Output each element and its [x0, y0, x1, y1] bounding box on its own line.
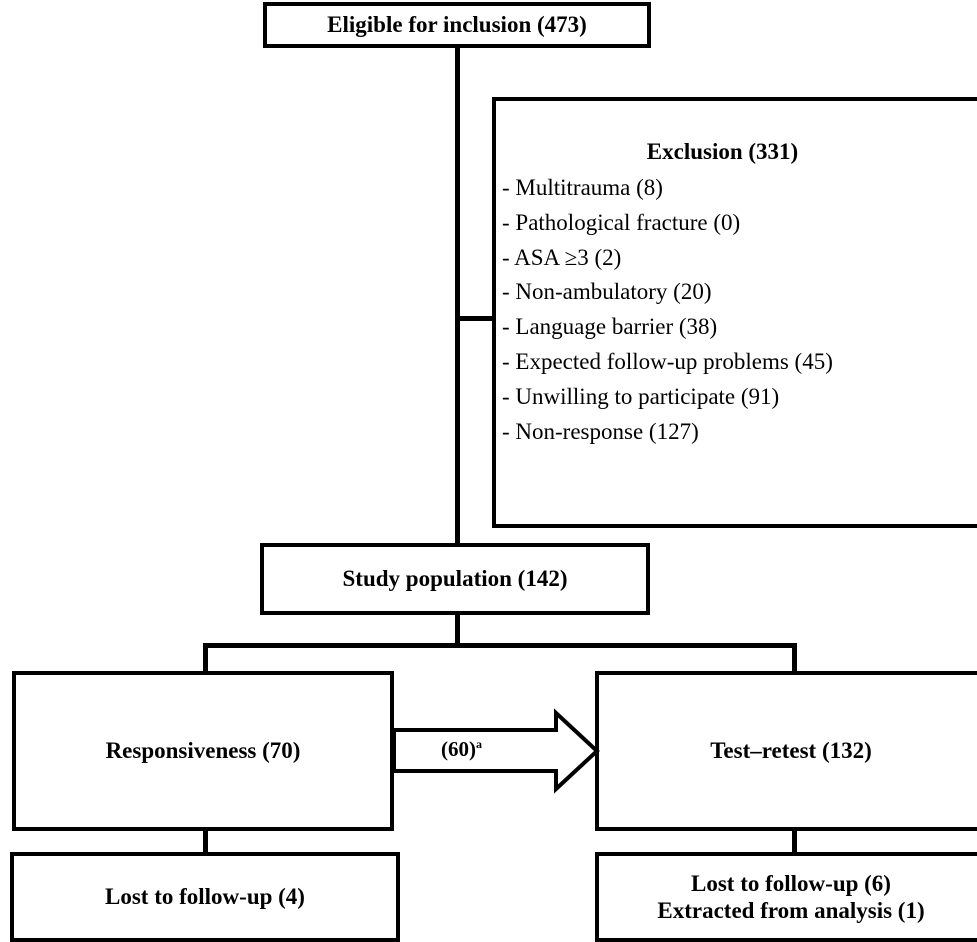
exclusion-item-non-response: - Non-response (127)	[502, 418, 699, 444]
responsiveness-box: Responsiveness (70)	[12, 671, 394, 831]
arrow-label-value: (60)	[441, 737, 476, 761]
arrow-label-superscript: a	[476, 737, 482, 751]
test-retest-label: Test–retest (132)	[710, 738, 872, 763]
exclusion-title: Exclusion (331)	[646, 139, 799, 164]
lost-right-line2: Extracted from analysis (1)	[657, 898, 925, 923]
exclusion-item-pathological-fracture: - Pathological fracture (0)	[502, 209, 741, 235]
test-retest-box: Test–retest (132)	[595, 671, 977, 831]
exclusion-item-language-barrier: - Language barrier (38)	[502, 314, 718, 340]
lost-right-line1: Lost to follow-up (6)	[691, 871, 891, 896]
connector-right-lost	[792, 827, 797, 855]
connector-eligible-study	[455, 45, 460, 545]
exclusion-item-follow-up-problems: - Expected follow-up problems (45)	[502, 348, 833, 374]
connector-left-lost	[203, 827, 208, 855]
exclusion-item-multitrauma: - Multitrauma (8)	[502, 175, 663, 200]
lost-right-box: Lost to follow-up (6) Extracted from ana…	[595, 852, 977, 942]
connector-study-down	[455, 612, 460, 647]
arrow-label: (60)a	[441, 737, 482, 762]
block-arrow	[392, 708, 600, 794]
exclusion-item-unwilling: - Unwilling to participate (91)	[502, 383, 780, 409]
exclusion-box: Exclusion (331) - Multitrauma (8) - Path…	[492, 97, 977, 528]
eligible-label: Eligible for inclusion (473)	[327, 12, 587, 37]
lost-left-box: Lost to follow-up (4)	[10, 852, 400, 942]
connector-left-down	[203, 643, 208, 674]
connector-right-down	[792, 643, 797, 674]
exclusion-item-asa: - ASA ≥3 (2)	[502, 244, 622, 270]
study-population-label: Study population (142)	[342, 566, 568, 591]
study-population-box: Study population (142)	[260, 543, 650, 615]
lost-left-label: Lost to follow-up (4)	[105, 884, 305, 909]
connector-horizontal-split	[203, 643, 797, 648]
connector-to-exclusion	[455, 316, 495, 321]
eligible-box: Eligible for inclusion (473)	[263, 2, 651, 48]
responsiveness-label: Responsiveness (70)	[105, 738, 301, 763]
exclusion-item-non-ambulatory: - Non-ambulatory (20)	[502, 279, 712, 305]
